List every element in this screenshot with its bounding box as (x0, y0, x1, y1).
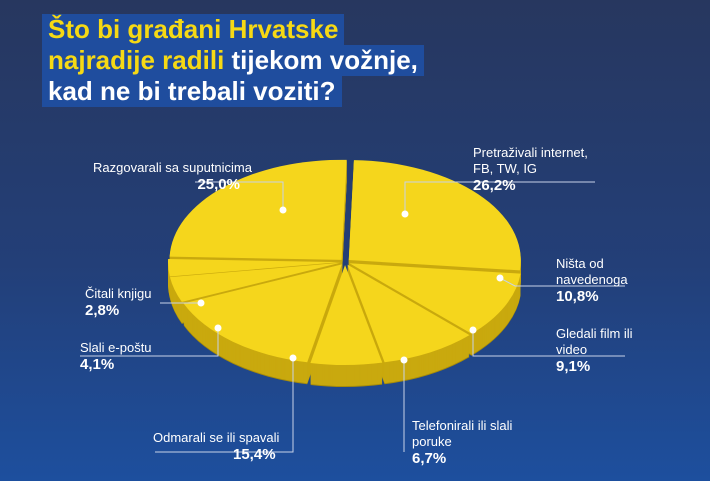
label-telefonirali-text-2: poruke (412, 434, 452, 449)
label-nista-text-2: navedenoga (556, 272, 628, 287)
label-telefonirali-text-1: Telefonirali ili slali (412, 418, 513, 433)
dot-razgovarali (279, 206, 287, 214)
label-dots (197, 206, 504, 364)
label-odmarali-value: 15,4% (233, 446, 276, 463)
leader-line-razgovarali (195, 181, 284, 210)
label-slali-text: Slali e-poštu (80, 340, 152, 355)
title-line-3: kad ne bi trebali voziti? (42, 76, 342, 107)
pie-slice-top (310, 264, 383, 365)
label-gledali-text-1: Gledali film ili (556, 326, 633, 341)
dot-slali (214, 324, 222, 332)
dot-pretrazivali (401, 210, 409, 218)
label-nista-value: 10,8% (556, 288, 599, 305)
label-citali-text: Čitali knjigu (85, 286, 152, 301)
dot-gledali (469, 326, 477, 334)
label-pretrazivali: Pretraživali internet, FB, TW, IG 26,2% (473, 145, 588, 195)
label-citali-value: 2,8% (85, 302, 120, 319)
pie-slice-3 (310, 264, 383, 387)
pie-slice-top (183, 264, 342, 363)
pie-slice-top (348, 160, 521, 271)
dot-odmarali (289, 354, 297, 362)
leader-lines (80, 181, 625, 453)
label-gledali: Gledali film ili video 9,1% (556, 326, 633, 376)
leader-line-slali (80, 328, 219, 357)
chart-title: Što bi građani Hrvatske najradije radili… (42, 14, 424, 107)
pie-slice-4 (183, 264, 342, 385)
label-razgovarali: Razgovarali sa suputnicima 25,0% (70, 160, 260, 194)
label-pretrazivali-text-2: FB, TW, IG (473, 161, 538, 176)
pie-slice-0 (348, 160, 521, 293)
label-gledali-value: 9,1% (556, 358, 591, 375)
leader-line-gledali (472, 330, 625, 357)
pie-slice-7 (169, 159, 347, 282)
label-gledali-text-2: video (556, 342, 588, 357)
dot-nista (496, 274, 504, 282)
title-line-2-highlight: najradije radili (48, 45, 225, 75)
label-odmarali-text: Odmarali se ili spavali (153, 430, 280, 445)
label-telefonirali-value: 6,7% (412, 450, 447, 467)
pie-slice-top (349, 263, 521, 334)
label-nista-text-1: Ništa od (556, 256, 604, 271)
dot-telefonirali (400, 356, 408, 364)
title-line-2: najradije radili tijekom vožnje, (42, 45, 424, 76)
label-citali: Čitali knjigu 2,8% (85, 286, 151, 320)
leader-line-nista (499, 277, 625, 287)
label-nista: Ništa od navedenoga 10,8% (556, 256, 628, 306)
label-razgovarali-text: Razgovarali sa suputnicima (93, 160, 252, 175)
title-line-1: Što bi građani Hrvatske (42, 14, 345, 45)
label-razgovarali-value: 25,0% (197, 176, 240, 193)
pie-slice-top (169, 159, 347, 260)
pie-slice-top (169, 262, 341, 302)
dot-citali (197, 299, 205, 307)
title-line-2-rest: tijekom vožnje, (224, 45, 418, 75)
label-slali-value: 4,1% (80, 356, 115, 373)
label-odmarali: Odmarali se ili spavali 15,4% (153, 430, 353, 464)
leader-line-pretrazivali (404, 181, 595, 214)
label-pretrazivali-text-1: Pretraživali internet, (473, 145, 588, 160)
label-telefonirali: Telefonirali ili slali poruke 6,7% (412, 418, 512, 468)
label-pretrazivali-value: 26,2% (473, 177, 516, 194)
label-slali: Slali e-poštu 4,1% (80, 340, 152, 374)
leader-line-odmarali (155, 358, 294, 453)
pie-slice-top (168, 259, 341, 277)
pie-slice-top (347, 264, 470, 363)
